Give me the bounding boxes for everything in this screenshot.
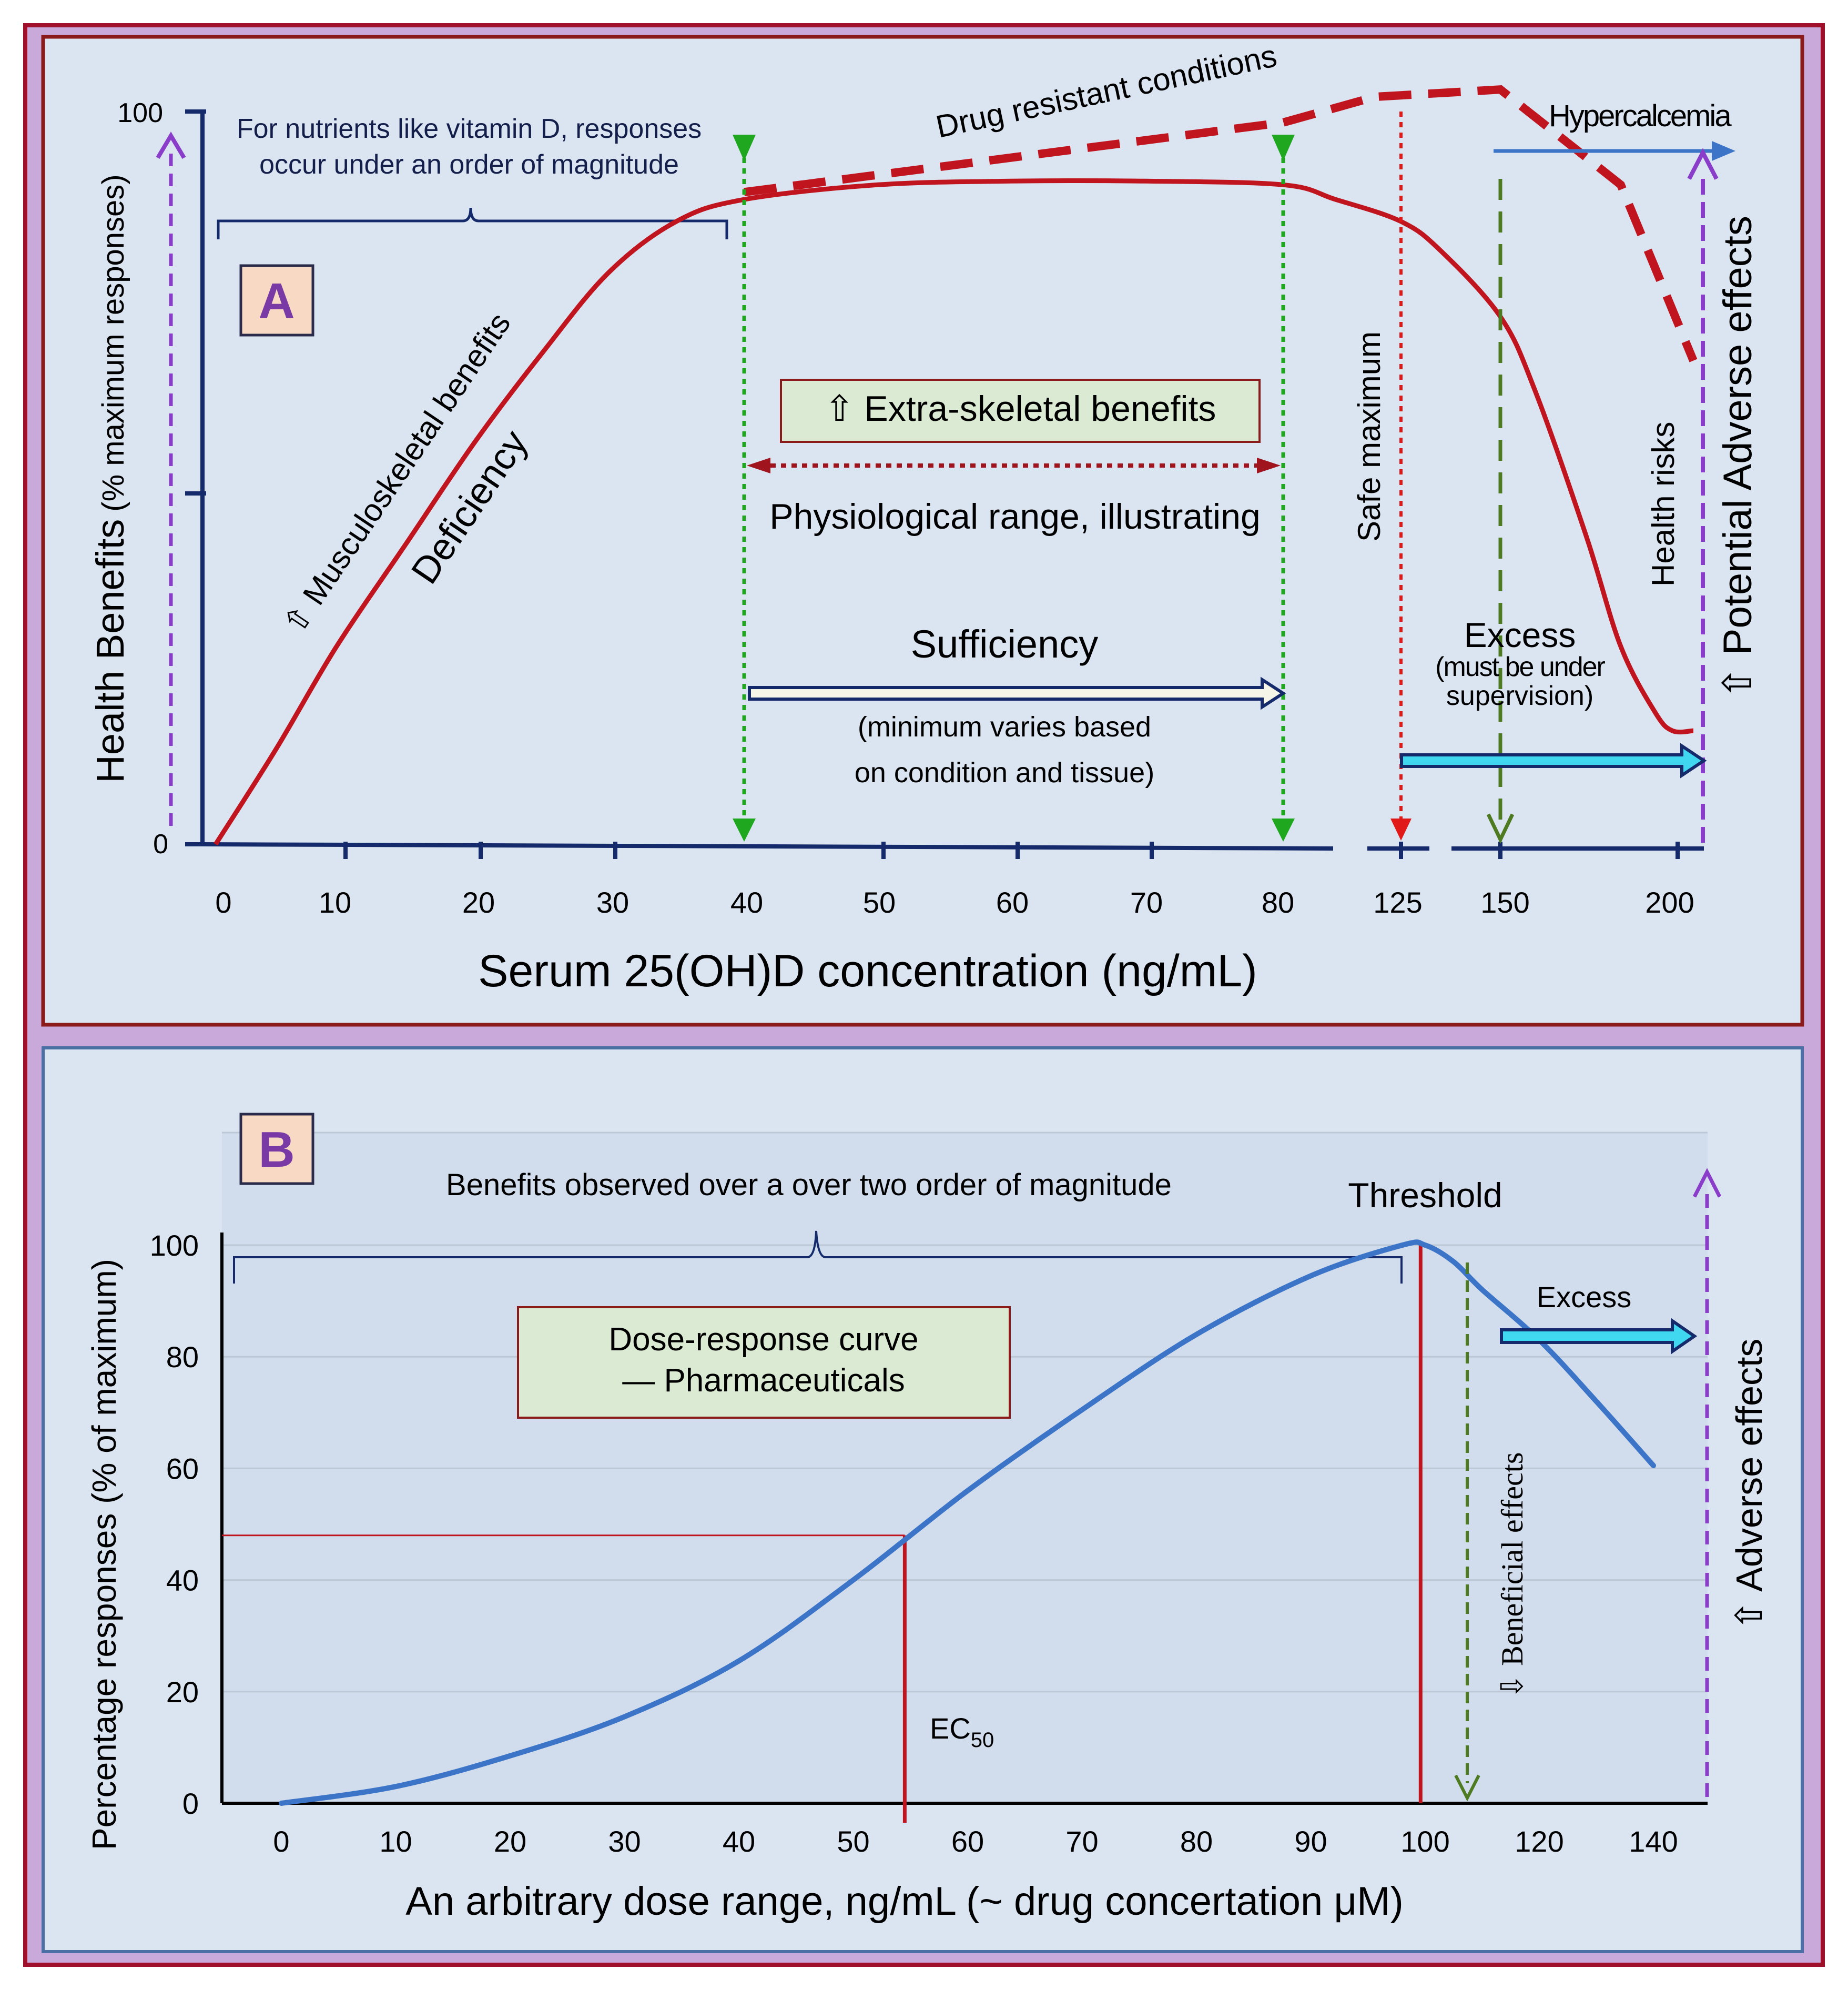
panel-a-extra-skeletal-box xyxy=(780,379,1261,443)
panel-a-x-axis-title: Serum 25(OH)D concentration (ng/mL) xyxy=(478,946,1257,996)
panel-b-x-tick-label-0: 0 xyxy=(273,1825,289,1858)
panel-a-y-axis-title: Health Benefits (% maximum responses) xyxy=(88,174,132,783)
panel-a-green-arrowhead-40-top xyxy=(733,135,756,161)
panel-b-x-tick-labels: 0 10 20 30 40 50 60 70 80 90 100 120 140 xyxy=(273,1825,1678,1858)
panel-a-extra-skeletal-label: ⇧ Extra-skeletal benefits xyxy=(825,389,1216,429)
panel-b-excess-arrow xyxy=(1500,1318,1698,1355)
panel-a-safe-maximum-arrowhead xyxy=(1390,819,1412,841)
panel-a-green-arrowhead-80-bottom xyxy=(1272,819,1295,842)
panel-b-x-tick-label-70: 70 xyxy=(1065,1825,1098,1858)
panel-a-x-tick-label-50: 50 xyxy=(863,886,896,919)
panel-a-excess-note-line2: supervision) xyxy=(1446,681,1593,711)
panel-a-excess-label: Excess xyxy=(1464,615,1576,654)
panel-b-beneficial-arrowhead xyxy=(1454,1774,1480,1802)
panel-a-x-tick-label-10: 10 xyxy=(319,886,351,919)
panel-a-x-tick-label-40: 40 xyxy=(730,886,763,919)
panel-b-y-axis-title: Percentage responses (% of maximum) xyxy=(85,1259,123,1850)
panel-b-x-tick-label-40: 40 xyxy=(723,1825,755,1858)
panel-a-x-tick-label-80: 80 xyxy=(1262,886,1294,919)
panel-a-hypercalcemia-arrowhead xyxy=(1712,141,1735,161)
panel-a-x-tick-label-125: 125 xyxy=(1373,886,1422,919)
panel-a-health-risks-label: Health risks xyxy=(1646,422,1681,587)
panel-a-green-arrowhead-80-top xyxy=(1272,135,1295,161)
panel-b-box-line2: — Pharmaceuticals xyxy=(622,1362,905,1399)
panel-a-x-axis-seg1 xyxy=(202,842,1334,851)
panel-a-badge-box xyxy=(239,264,314,337)
panel-b-dose-response-box xyxy=(517,1306,1011,1419)
panel-b-x-tick-label-50: 50 xyxy=(837,1825,869,1858)
panel-a-potential-adverse-label: ⇧ Potential Adverse effects xyxy=(1715,216,1760,700)
panel-b-x-tick-label-80: 80 xyxy=(1180,1825,1213,1858)
panel-b-y-tick-label-60: 60 xyxy=(166,1452,199,1485)
panel-a-hypercalcemia-label: Hypercalcemia xyxy=(1549,99,1732,133)
panel-b-x-tick-label-60: 60 xyxy=(951,1825,984,1858)
panel-a-x-tick-label-0: 0 xyxy=(215,886,231,919)
panel-a-x-tick-label-200: 200 xyxy=(1645,886,1694,919)
panel-b-excess-label: Excess xyxy=(1537,1280,1632,1314)
panel-b-y-tick-label-80: 80 xyxy=(166,1340,199,1373)
panel-b-x-tick-label-100: 100 xyxy=(1400,1825,1449,1858)
panel-b-x-tick-label-140: 140 xyxy=(1629,1825,1678,1858)
panel-a: 100 0 0 10 20 30 40 50 60 70 80 125 150 200 Serum 2… xyxy=(41,35,1804,1027)
panel-a-physiological-arrowhead-left xyxy=(747,458,770,473)
panel-a-y-label-0: 0 xyxy=(153,829,168,860)
panel-a-sufficiency-note-line1: (minimum varies based xyxy=(858,711,1151,743)
panel-b-x-tick-label-120: 120 xyxy=(1515,1825,1563,1858)
panel-a-background xyxy=(41,35,1804,1027)
panel-b-x-tick-label-30: 30 xyxy=(608,1825,641,1858)
panel-b-benefits-brace xyxy=(233,1230,1403,1284)
panel-a-physiological-label: Physiological range, illustrating xyxy=(769,497,1261,537)
panel-b-y-tick-label-100: 100 xyxy=(150,1229,199,1262)
panel-b-x-tick-label-10: 10 xyxy=(379,1825,412,1858)
panel-a-magnitude-brace xyxy=(217,207,728,239)
panel-a-x-tick-labels: 0 10 20 30 40 50 60 70 80 125 150 200 xyxy=(215,886,1694,919)
panel-b-adverse-arrowhead xyxy=(1692,1168,1722,1198)
panel-a-excess-note-line1: (must be under xyxy=(1435,652,1605,682)
panel-b-y-tick-label-0: 0 xyxy=(182,1787,199,1820)
panel-a-excess-arrow xyxy=(1400,743,1707,779)
panel-a-adverse-arrowhead xyxy=(1687,148,1719,180)
panel-a-left-arrowhead xyxy=(156,132,186,159)
panel-a-x-tick-label-150: 150 xyxy=(1480,886,1529,919)
panel-a-sufficiency-label: Sufficiency xyxy=(911,622,1099,666)
panel-b-y-tick-label-40: 40 xyxy=(166,1564,199,1597)
panel-a-sufficiency-note-line2: on condition and tissue) xyxy=(855,757,1154,789)
panel-a-x-tick-label-60: 60 xyxy=(996,886,1029,919)
panel-b-x-axis-title: An arbitrary dose range, ng/mL (~ drug c… xyxy=(405,1879,1404,1924)
panel-b: 0 20 40 60 80 100 0 10 20 30 40 50 60 70 80 90 100 120 14… xyxy=(42,1046,1804,1953)
panel-b-badge-box xyxy=(239,1113,314,1185)
panel-b-y-tick-labels: 0 20 40 60 80 100 xyxy=(150,1229,199,1820)
panel-a-green-arrowhead-40-bottom xyxy=(733,819,756,842)
panel-a-x-ticks xyxy=(343,842,1680,859)
panel-b-dose-response-curve xyxy=(279,1239,1656,1806)
panel-b-badge: B xyxy=(258,1122,295,1178)
panel-b-x-tick-label-20: 20 xyxy=(494,1825,526,1858)
panel-b-ec50-main: EC xyxy=(930,1712,971,1745)
panel-a-badge: A xyxy=(258,273,295,329)
panel-b-ec50-sub: 50 xyxy=(971,1729,994,1752)
panel-b-adverse-label: ⇧ Adverse effects xyxy=(1729,1339,1770,1631)
panel-a-x-tick-label-30: 30 xyxy=(596,886,629,919)
panel-a-physiological-arrowhead-right xyxy=(1257,458,1281,473)
panel-b-x-tick-label-90: 90 xyxy=(1294,1825,1327,1858)
panel-a-x-tick-label-70: 70 xyxy=(1130,886,1163,919)
panel-b-beneficial-label: ⇩ Beneficial effects xyxy=(1495,1452,1529,1699)
panel-a-magnitude-note-line2: occur under an order of magnitude xyxy=(259,149,679,180)
panel-b-y-tick-label-20: 20 xyxy=(166,1675,199,1709)
panel-b-threshold-label: Threshold xyxy=(1348,1176,1502,1215)
panel-b-ec50-label: EC50 xyxy=(930,1712,994,1752)
panel-a-magnitude-note-line1: For nutrients like vitamin D, responses xyxy=(237,114,702,144)
panel-a-drug-resistant-curve xyxy=(743,85,1698,362)
panel-a-y-label-100: 100 xyxy=(117,98,163,128)
panel-a-sufficiency-arrow xyxy=(748,676,1286,710)
panel-a-x-tick-label-20: 20 xyxy=(462,886,495,919)
panel-a-y-title-sub: (% maximum responses) xyxy=(96,174,130,511)
panel-b-benefits-note: Benefits observed over a over two order … xyxy=(446,1168,1172,1202)
panel-a-excess-arrowhead-150 xyxy=(1486,813,1515,844)
panel-b-box-line1: Dose-response curve xyxy=(608,1321,918,1358)
panel-a-y-title-main: Health Benefits xyxy=(88,519,132,783)
panel-a-benefit-curve xyxy=(214,178,1694,846)
panel-a-safe-maximum-label: Safe maximum xyxy=(1352,331,1387,542)
